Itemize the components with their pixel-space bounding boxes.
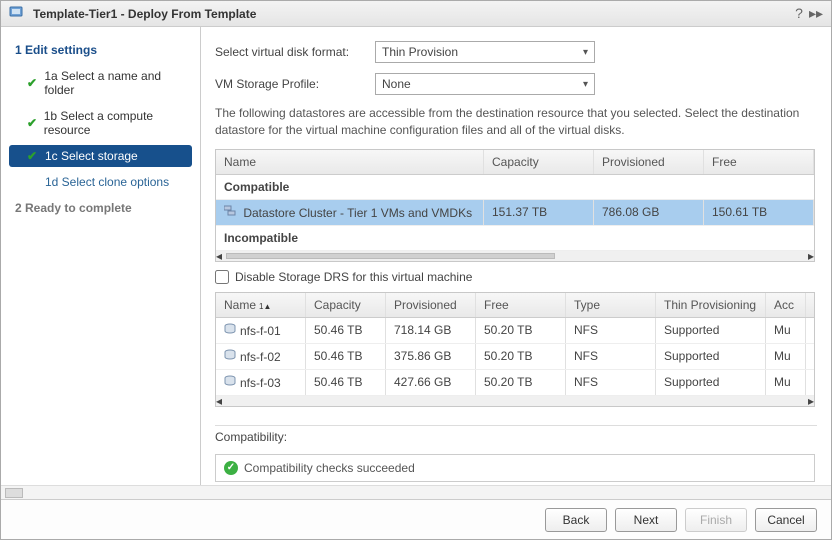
step-1a[interactable]: ✔ 1a Select a name and folder: [9, 65, 192, 101]
step-1c-label: 1c Select storage: [45, 149, 138, 163]
cancel-button[interactable]: Cancel: [755, 508, 817, 532]
datastore-icon: [224, 350, 236, 364]
sort-asc-icon: 1▲: [259, 302, 271, 311]
row-provisioned: 786.08 GB: [594, 200, 704, 225]
col2-capacity[interactable]: Capacity: [306, 293, 386, 317]
datastore-cluster-grid: Name Capacity Provisioned Free Compatibl…: [215, 149, 815, 262]
datastore-icon: [224, 376, 236, 390]
col-capacity[interactable]: Capacity: [484, 150, 594, 174]
col2-thin[interactable]: Thin Provisioning: [656, 293, 766, 317]
window-hscroll[interactable]: [1, 485, 831, 499]
step-1d[interactable]: 1d Select clone options: [9, 171, 192, 193]
chevron-down-icon: ▾: [583, 47, 588, 58]
footer: Back Next Finish Cancel: [1, 499, 831, 539]
chevron-down-icon: ▾: [583, 79, 588, 90]
disable-drs-label: Disable Storage DRS for this virtual mac…: [235, 270, 472, 284]
compatibility-box: ✓ Compatibility checks succeeded: [215, 454, 815, 482]
datastore-list-grid: Name1▲ Capacity Provisioned Free Type Th…: [215, 292, 815, 407]
wizard-sidebar: 1 Edit settings ✔ 1a Select a name and f…: [1, 27, 201, 485]
disk-format-select[interactable]: Thin Provision ▾: [375, 41, 595, 63]
check-icon: ✔: [27, 149, 39, 163]
storage-profile-label: VM Storage Profile:: [215, 77, 365, 91]
disable-drs-checkbox[interactable]: [215, 270, 229, 284]
step-1c[interactable]: ✔ 1c Select storage: [9, 145, 192, 167]
group-incompatible: Incompatible: [216, 226, 814, 251]
table-row[interactable]: nfs-f-0150.46 TB718.14 GB50.20 TBNFSSupp…: [216, 318, 814, 344]
check-icon: [27, 175, 39, 189]
group-compatible: Compatible: [216, 175, 814, 200]
dialog-window: Template-Tier1 - Deploy From Template ? …: [0, 0, 832, 540]
col-free[interactable]: Free: [704, 150, 814, 174]
storage-profile-value: None: [382, 77, 411, 91]
help-icon[interactable]: ?: [795, 5, 803, 22]
ok-icon: ✓: [224, 461, 238, 475]
step-1a-label: 1a Select a name and folder: [44, 69, 186, 97]
col-provisioned[interactable]: Provisioned: [594, 150, 704, 174]
table-row[interactable]: Datastore Cluster - Tier 1 VMs and VMDKs…: [216, 200, 814, 226]
disk-format-label: Select virtual disk format:: [215, 45, 365, 59]
col2-free[interactable]: Free: [476, 293, 566, 317]
grid-hscroll[interactable]: ◂ ▸: [216, 251, 814, 261]
next-button[interactable]: Next: [615, 508, 677, 532]
step-ready[interactable]: 2 Ready to complete: [9, 197, 192, 219]
vm-icon: [9, 5, 23, 22]
storage-profile-select[interactable]: None ▾: [375, 73, 595, 95]
col2-access[interactable]: Acc: [766, 293, 806, 317]
step-1d-label: 1d Select clone options: [45, 175, 169, 189]
step-1b[interactable]: ✔ 1b Select a compute resource: [9, 105, 192, 141]
titlebar: Template-Tier1 - Deploy From Template ? …: [1, 1, 831, 27]
storage-description: The following datastores are accessible …: [215, 105, 817, 139]
compatibility-label: Compatibility:: [215, 425, 817, 448]
datastore-icon: [224, 324, 236, 338]
col2-provisioned[interactable]: Provisioned: [386, 293, 476, 317]
table-row[interactable]: nfs-f-0250.46 TB375.86 GB50.20 TBNFSSupp…: [216, 344, 814, 370]
window-title: Template-Tier1 - Deploy From Template: [33, 7, 789, 21]
col-name[interactable]: Name: [216, 150, 484, 174]
finish-button: Finish: [685, 508, 747, 532]
table-row[interactable]: nfs-f-0350.46 TB427.66 GB50.20 TBNFSSupp…: [216, 370, 814, 396]
datastore-cluster-icon: [224, 206, 239, 220]
grid2-hscroll[interactable]: ◂ ▸: [216, 396, 814, 406]
step2-label: 2 Ready to complete: [15, 201, 132, 215]
main-panel: Select virtual disk format: Thin Provisi…: [201, 27, 831, 485]
row-free: 150.61 TB: [704, 200, 814, 225]
disk-format-value: Thin Provision: [382, 45, 458, 59]
col2-type[interactable]: Type: [566, 293, 656, 317]
expand-icon[interactable]: ▸▸: [809, 5, 823, 22]
step-edit-settings[interactable]: 1 Edit settings: [9, 39, 192, 61]
compatibility-status: Compatibility checks succeeded: [244, 461, 415, 475]
step1-label: 1 Edit settings: [15, 43, 97, 57]
check-icon: ✔: [27, 116, 38, 130]
row-capacity: 151.37 TB: [484, 200, 594, 225]
row-name: Datastore Cluster - Tier 1 VMs and VMDKs: [243, 206, 472, 220]
col2-name[interactable]: Name1▲: [216, 293, 306, 317]
step-1b-label: 1b Select a compute resource: [44, 109, 186, 137]
back-button[interactable]: Back: [545, 508, 607, 532]
check-icon: ✔: [27, 76, 38, 90]
